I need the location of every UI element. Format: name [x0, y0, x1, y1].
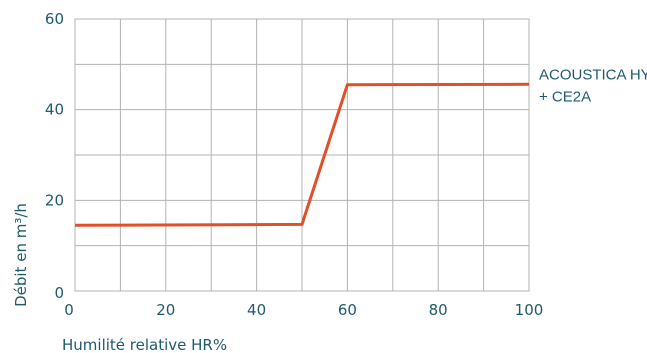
y-tick-label: 0 [54, 284, 64, 302]
x-axis-title: Humilité relative HR% [62, 336, 227, 353]
x-tick-label: 40 [247, 301, 266, 319]
x-tick-label: 20 [156, 301, 175, 319]
series-line [74, 82, 530, 227]
x-axis-ticks: 0 20 40 60 80 100 [64, 301, 543, 319]
x-tick-label: 0 [64, 301, 74, 319]
legend: ACOUSTICA HY + CE2A [539, 66, 647, 105]
x-tick-label: 100 [515, 301, 544, 319]
legend-label: ACOUSTICA HY [539, 66, 647, 83]
y-tick-label: 20 [45, 191, 64, 209]
plot-frame [74, 18, 530, 292]
y-axis-ticks: 0 20 40 60 [45, 10, 64, 302]
legend-label: + CE2A [539, 88, 591, 105]
y-tick-label: 60 [45, 10, 64, 28]
y-axis-title: Débit en m³/h [12, 203, 30, 307]
grid [75, 19, 529, 291]
y-tick-label: 40 [45, 101, 64, 119]
x-tick-label: 60 [338, 301, 357, 319]
x-tick-label: 80 [429, 301, 448, 319]
series-layer [74, 82, 530, 227]
